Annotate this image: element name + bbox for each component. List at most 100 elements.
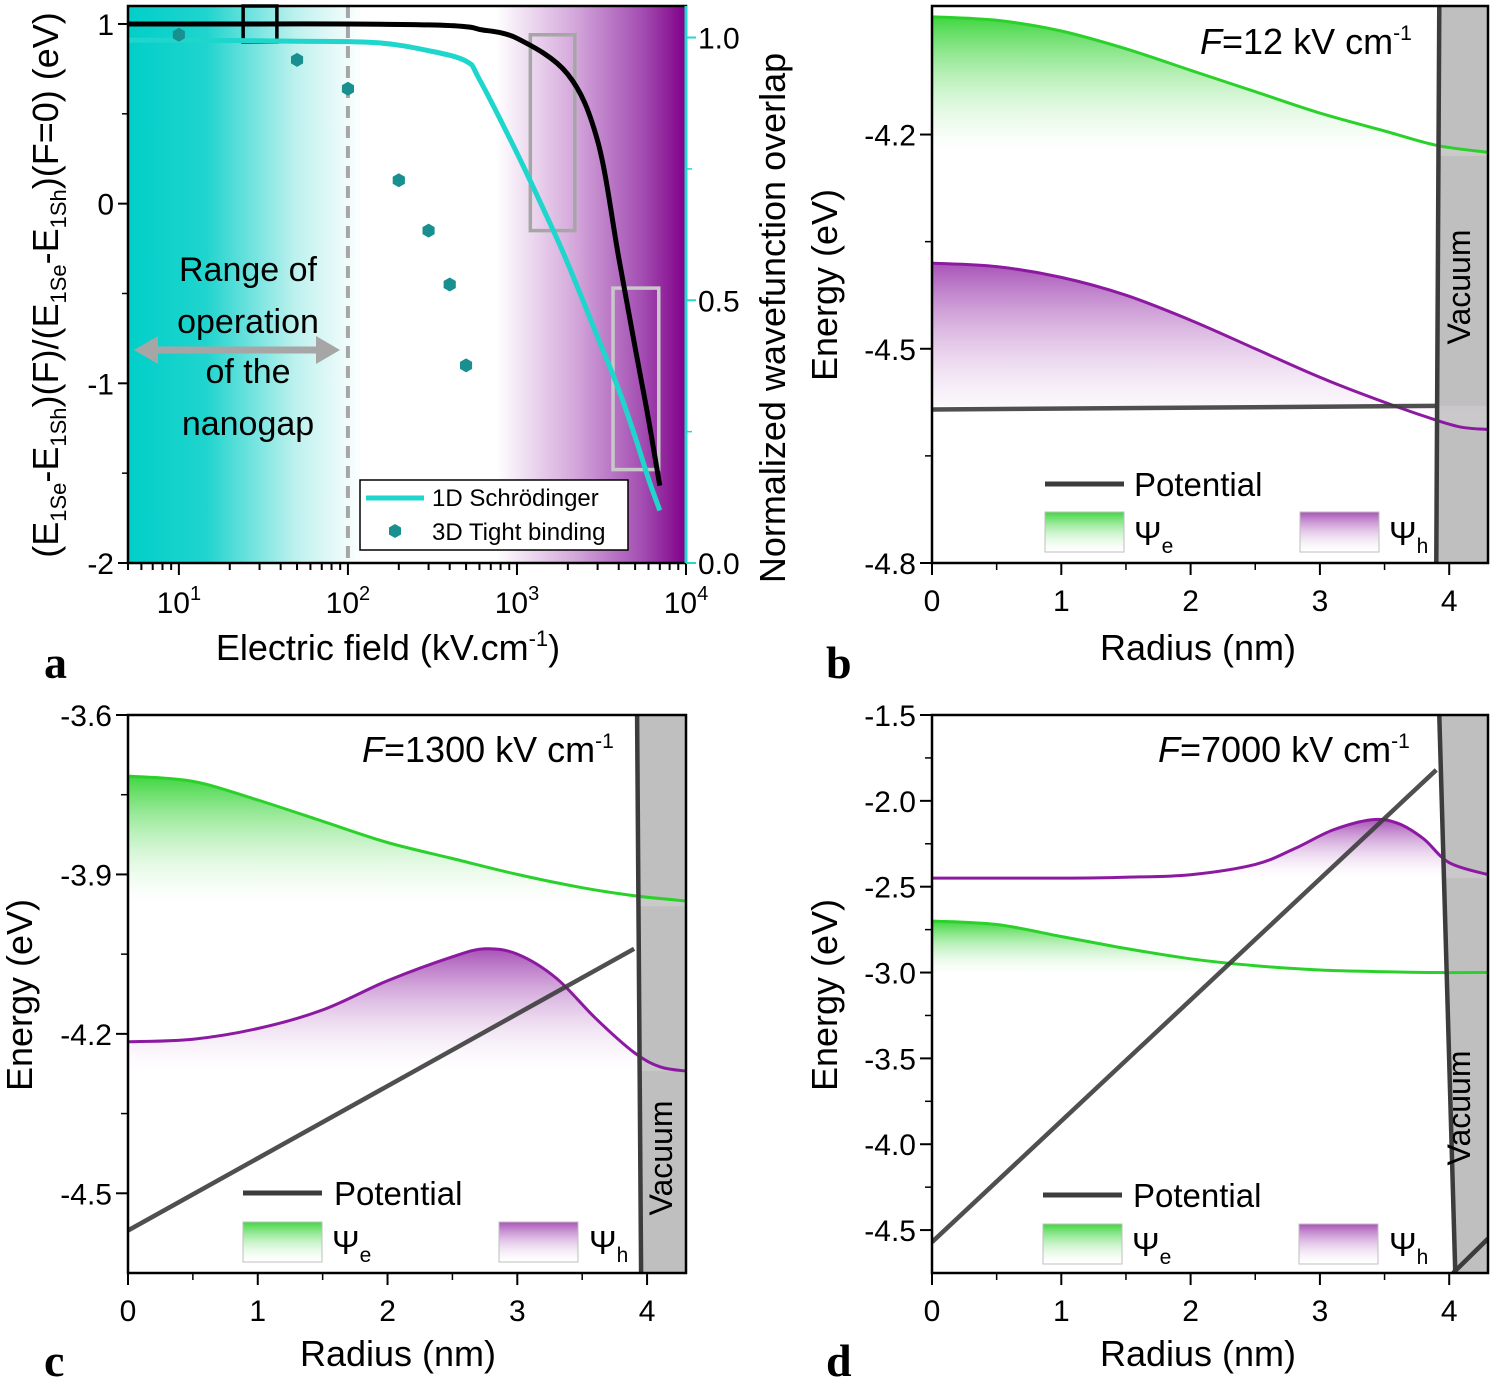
y-tick-label: -4.5: [864, 1215, 916, 1248]
electron-wavefunction-fill: [932, 921, 1488, 975]
legend-psi-e-label: Ψe: [1134, 515, 1173, 558]
panel-c-axes: 0 1 2 3 4 -3.6 -3.9 -4.2 -4.5: [60, 700, 655, 1328]
electron-wavefunction-line: [128, 774, 686, 903]
hole-wavefunction-fill: [128, 948, 686, 1072]
tight-binding-point: [443, 277, 456, 292]
x-tick-label: 0: [120, 1295, 137, 1328]
tight-binding-point: [341, 81, 354, 96]
panel-d-xlabel: Radius (nm): [1100, 1333, 1296, 1374]
x-tick-label: 101: [157, 583, 202, 620]
panel-d-legend: Potential Ψe Ψh: [1042, 1177, 1428, 1269]
x-tick-label: 1: [1053, 1295, 1070, 1328]
x-tick-label: 102: [326, 583, 371, 620]
x-tick-label: 2: [379, 1295, 396, 1328]
barrier-wall-line: [1437, 715, 1458, 1273]
legend-psi-e-swatch: [1044, 511, 1125, 553]
panel-c-vacuum-label: Vacuum: [643, 1100, 679, 1215]
hole-wavefunction-line: [932, 261, 1488, 431]
y-tick-label: -4.2: [864, 120, 916, 153]
panel-c-plot-area: [128, 715, 686, 1273]
legend-psi-h-label: Ψh: [1389, 515, 1428, 558]
panel-b: 0 1 2 3 4 -4.2 -4.5 -4.8 F=12 kV cm-1 Vacuum Po…: [804, 4, 1490, 688]
panel-b-legend: Potential Ψe Ψh: [1044, 466, 1428, 558]
y-tick-label: -4.2: [60, 1019, 112, 1052]
x-tick-label: 3: [509, 1295, 526, 1328]
panel-a-annotation: Range of operation of the nanogap: [134, 251, 340, 443]
potential-line: [932, 403, 1437, 412]
panel-d-field-label: F=7000 kV cm-1: [1158, 729, 1410, 770]
annotation-line-4: nanogap: [182, 405, 314, 443]
y-left-tick-label: -1: [87, 368, 114, 401]
hole-wavefunction-fill: [932, 263, 1488, 430]
legend-potential-label: Potential: [1133, 1177, 1261, 1214]
y-tick-label: -4.5: [864, 334, 916, 367]
panel-d: 0 1 2 3 4 -1.5 -2.0 -2.5 -3.0 -3.5 -4.0 -4.5 F=7000…: [804, 700, 1490, 1377]
y-tick-label: -2.5: [864, 872, 916, 905]
x-tick-label: 1: [1053, 585, 1070, 618]
y-right-tick-label: 0.0: [698, 548, 740, 581]
legend-psi-e-label: Ψe: [332, 1224, 371, 1267]
panel-a-ylabel-left: (E1Se-E1Sh)(F)/(E1Se-E1Sh)(F=0) (eV): [25, 12, 71, 558]
legend-potential-label: Potential: [334, 1175, 462, 1212]
y-tick-label: -2.0: [864, 786, 916, 819]
hole-wavefunction-fill: [932, 819, 1488, 879]
electron-wavefunction-fill: [128, 776, 686, 907]
panel-c-field-label: F=1300 kV cm-1: [362, 729, 614, 770]
barrier-wall-line: [1434, 6, 1442, 563]
panel-a-xlabel: Electric field (kV.cm-1): [216, 626, 560, 668]
panel-b-frame: [930, 4, 1490, 565]
y-left-tick-label: 1: [97, 9, 114, 42]
panel-c-xlabel: Radius (nm): [300, 1333, 496, 1374]
panel-b-plot-area: [932, 6, 1488, 563]
x-tick-label: 104: [664, 583, 709, 620]
panel-d-plot-area: [932, 715, 1488, 1273]
legend-schrodinger-label: 1D Schrödinger: [432, 485, 599, 512]
electron-wavefunction-line: [932, 919, 1488, 975]
legend-psi-h-swatch: [1299, 511, 1380, 553]
panel-b-ylabel: Energy (eV): [804, 189, 845, 381]
panel-c-ylabel: Energy (eV): [0, 899, 40, 1091]
vacuum-potential-line: [1451, 1237, 1488, 1273]
x-tick-label: 2: [1182, 1295, 1199, 1328]
annotation-line-1: Range of: [179, 251, 318, 289]
potential-line: [128, 946, 636, 1233]
x-tick-label: 3: [1312, 585, 1329, 618]
panel-a-ylabel-right: Normalized wavefunction overlap: [752, 53, 793, 583]
x-tick-label: 1: [249, 1295, 266, 1328]
legend-psi-e-label: Ψe: [1132, 1226, 1171, 1269]
range-arrow-head-right: [316, 336, 340, 364]
panel-c-letter: c: [44, 1335, 64, 1377]
y-tick-label: -1.5: [864, 700, 916, 733]
panel-a-plot-area: [127, 4, 663, 563]
x-tick-label: 0: [924, 1295, 941, 1328]
tight-binding-point: [172, 27, 185, 42]
potential-line: [932, 768, 1438, 1244]
energy-ratio-line: [127, 21, 663, 487]
schrodinger-overlap-line: [127, 37, 663, 512]
legend-psi-e-swatch: [242, 1221, 323, 1263]
annotation-line-3: of the: [205, 353, 290, 391]
electron-wavefunction-line: [932, 15, 1488, 154]
panel-b-field-label: F=12 kV cm-1: [1200, 21, 1412, 62]
panel-a-background: [128, 6, 686, 563]
y-tick-label: -4.0: [864, 1129, 916, 1162]
panel-a-axes: 101 102 103 104 1 0 -1 -2 1.0 0.5 0.0: [87, 6, 740, 620]
panel-d-frame: [930, 713, 1490, 1275]
annotation-line-2: operation: [177, 303, 319, 341]
vacuum-region: [636, 715, 686, 1273]
panel-d-axes: 0 1 2 3 4 -1.5 -2.0 -2.5 -3.0 -3.5 -4.0 -4.5: [864, 700, 1457, 1328]
legend-psi-h-label: Ψh: [1389, 1226, 1428, 1269]
tight-binding-point: [392, 173, 405, 188]
legend-psi-h-label: Ψh: [589, 1224, 628, 1267]
hole-wavefunction-line: [128, 947, 686, 1073]
panel-a-legend: 1D Schrödinger 3D Tight binding: [359, 479, 629, 551]
panel-d-vacuum-label: Vacuum: [1441, 1050, 1477, 1165]
panel-a: 101 102 103 104 1 0 -1 -2 1.0 0.5 0.0 1D Schröding…: [25, 4, 793, 688]
y-tick-label: -3.6: [60, 700, 112, 733]
hole-wavefunction-line: [932, 817, 1488, 880]
x-tick-label: 4: [1441, 585, 1458, 618]
legend-tight-binding-label: 3D Tight binding: [432, 519, 605, 546]
barrier-wall-line: [634, 715, 644, 1273]
electron-wavefunction-fill: [932, 16, 1488, 157]
